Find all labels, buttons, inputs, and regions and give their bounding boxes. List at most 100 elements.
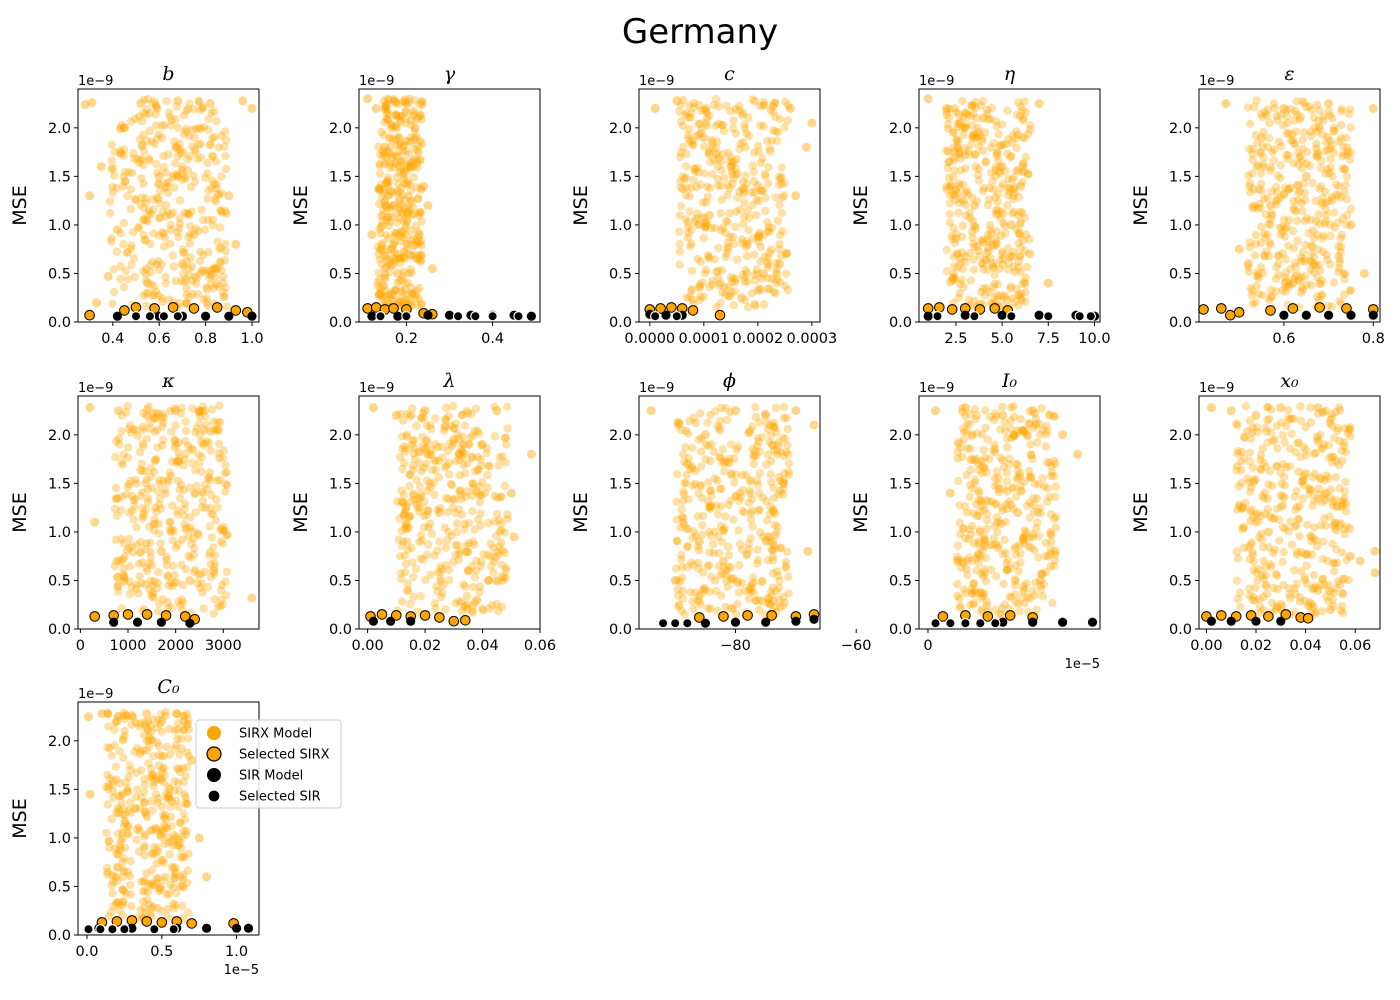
- sirx-point: [1342, 133, 1351, 142]
- sirx-point: [155, 500, 164, 509]
- sirx-point: [384, 212, 393, 222]
- sirx-point: [1003, 244, 1012, 253]
- sirx-point: [701, 268, 710, 278]
- sirx-point: [1247, 434, 1256, 443]
- sirx-point: [703, 418, 712, 427]
- sirx-point: [173, 171, 182, 181]
- sirx-point: [184, 270, 194, 280]
- sirx-point: [1038, 592, 1048, 601]
- sirx-point: [217, 266, 226, 275]
- sirx-point: [731, 492, 740, 501]
- sirx-point: [374, 268, 384, 278]
- sirx-point: [412, 133, 422, 142]
- sirx-point: [997, 604, 1007, 613]
- sirx-point: [441, 543, 451, 552]
- sirx-point: [141, 198, 150, 207]
- sirx-point: [124, 168, 134, 177]
- sirx-point: [733, 193, 742, 202]
- sirx-point: [989, 185, 998, 194]
- sirx-point: [137, 466, 147, 476]
- sirx-point: [1334, 251, 1343, 260]
- sir-point: [700, 618, 711, 628]
- sirx-point: [402, 432, 411, 441]
- sirx-point: [1014, 229, 1024, 239]
- sirx-point: [717, 591, 726, 600]
- sir-point: [1279, 310, 1289, 320]
- sirx-point: [112, 511, 122, 520]
- x-tick-label: 1000: [110, 638, 147, 654]
- sirx-point: [1237, 466, 1246, 475]
- sirx-point: [385, 95, 394, 104]
- sirx-point: [1245, 187, 1255, 197]
- sirx-point: [162, 789, 171, 798]
- sirx-point: [732, 255, 742, 264]
- sirx-point: [1273, 444, 1282, 453]
- sirx-point: [222, 567, 231, 576]
- sirx-point: [420, 406, 430, 416]
- sirx-point: [116, 836, 126, 846]
- sirx-point: [199, 604, 208, 613]
- sirx-point: [221, 239, 230, 249]
- sirx-point: [1297, 477, 1307, 487]
- sirx-point: [1308, 178, 1317, 188]
- selected-sir-point: [149, 924, 160, 935]
- sirx-point: [1343, 522, 1352, 531]
- sirx-point: [1244, 543, 1253, 552]
- sirx-point: [749, 167, 759, 177]
- sirx-point: [672, 497, 681, 506]
- sirx-point: [207, 280, 216, 289]
- sirx-point: [1256, 238, 1266, 248]
- sirx-point: [954, 208, 963, 217]
- sirx-point: [410, 135, 419, 144]
- sirx-point: [754, 437, 763, 446]
- sirx-point: [103, 271, 113, 281]
- sirx-point: [158, 297, 167, 306]
- sirx-point: [782, 413, 791, 422]
- sirx-point: [375, 245, 385, 255]
- x-tick-label: 0.0000: [624, 331, 675, 347]
- sirx-point: [396, 231, 405, 240]
- sirx-point: [187, 207, 196, 216]
- sirx-point: [1336, 120, 1346, 130]
- sirx-point: [1287, 429, 1296, 439]
- sirx-point: [412, 156, 422, 165]
- sirx-point: [408, 558, 417, 567]
- sirx-point: [397, 156, 406, 166]
- sirx-point: [105, 743, 114, 753]
- y-tick-label: 0.5: [48, 879, 71, 895]
- sirx-point: [193, 154, 202, 164]
- sirx-point: [107, 237, 116, 246]
- sirx-point: [675, 152, 685, 162]
- sirx-point: [383, 106, 392, 115]
- sirx-point: [396, 258, 405, 268]
- sirx-point: [177, 259, 187, 269]
- sirx-point: [389, 240, 398, 250]
- sirx-point: [399, 141, 409, 150]
- sirx-point: [407, 283, 416, 292]
- sirx-point: [1263, 527, 1273, 537]
- sirx-point: [109, 287, 119, 297]
- sirx-point: [190, 177, 199, 186]
- sirx-point: [170, 183, 179, 192]
- sirx-point: [1008, 138, 1017, 147]
- y-tick-label: 0.0: [889, 622, 912, 638]
- sirx-point: [1050, 546, 1060, 556]
- sirx-point: [1284, 151, 1293, 160]
- sirx-point: [124, 274, 133, 284]
- sirx-point: [152, 193, 162, 202]
- plot-area: [1201, 402, 1380, 626]
- sirx-point: [129, 254, 139, 263]
- sirx-point: [381, 273, 390, 283]
- sirx-point: [380, 142, 390, 152]
- sirx-point: [959, 427, 969, 436]
- sirx-point: [485, 461, 494, 471]
- sirx-point: [394, 254, 404, 263]
- sirx-point: [139, 267, 148, 276]
- subplot-title: λ: [442, 370, 455, 392]
- sirx-point: [1266, 293, 1276, 302]
- sirx-point: [205, 551, 214, 560]
- sirx-point: [412, 286, 422, 295]
- sirx-point: [110, 562, 120, 571]
